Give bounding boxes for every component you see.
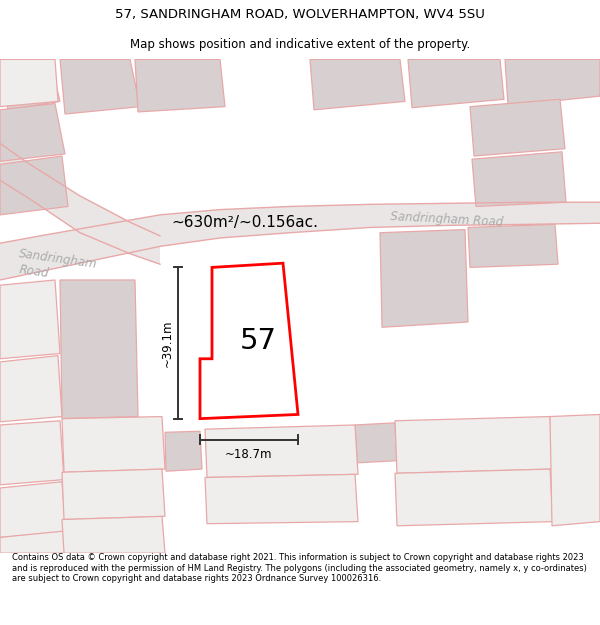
Polygon shape <box>0 482 66 538</box>
Text: ~39.1m: ~39.1m <box>161 319 173 367</box>
Text: Map shows position and indicative extent of the property.: Map shows position and indicative extent… <box>130 38 470 51</box>
Polygon shape <box>60 280 138 419</box>
Polygon shape <box>470 99 565 156</box>
Polygon shape <box>60 59 140 114</box>
Text: 57: 57 <box>239 327 277 355</box>
Text: ~630m²/~0.156ac.: ~630m²/~0.156ac. <box>172 215 319 230</box>
Polygon shape <box>0 156 68 215</box>
Polygon shape <box>0 531 68 553</box>
Text: Contains OS data © Crown copyright and database right 2021. This information is : Contains OS data © Crown copyright and d… <box>12 553 587 583</box>
Polygon shape <box>62 416 165 472</box>
Text: ~18.7m: ~18.7m <box>225 448 273 461</box>
Polygon shape <box>380 229 468 328</box>
Polygon shape <box>0 59 58 107</box>
Polygon shape <box>0 104 65 161</box>
Text: Sandringham Road: Sandringham Road <box>390 209 503 229</box>
Polygon shape <box>165 431 202 471</box>
Polygon shape <box>0 59 60 110</box>
Polygon shape <box>395 416 553 473</box>
Text: Road: Road <box>18 263 50 280</box>
Polygon shape <box>0 202 600 280</box>
Polygon shape <box>550 414 600 526</box>
Polygon shape <box>205 474 358 524</box>
Polygon shape <box>468 224 558 268</box>
Polygon shape <box>135 59 225 112</box>
Polygon shape <box>200 263 298 419</box>
Polygon shape <box>62 516 165 553</box>
Polygon shape <box>505 59 600 106</box>
Polygon shape <box>0 143 160 264</box>
Polygon shape <box>408 59 504 108</box>
Polygon shape <box>310 59 405 110</box>
Polygon shape <box>450 420 492 459</box>
Polygon shape <box>395 469 553 526</box>
Polygon shape <box>0 421 64 485</box>
Text: 57, SANDRINGHAM ROAD, WOLVERHAMPTON, WV4 5SU: 57, SANDRINGHAM ROAD, WOLVERHAMPTON, WV4… <box>115 8 485 21</box>
Text: Sandringham: Sandringham <box>18 247 98 271</box>
Polygon shape <box>205 425 358 478</box>
Polygon shape <box>62 469 165 519</box>
Polygon shape <box>0 280 60 359</box>
Polygon shape <box>0 356 62 422</box>
Polygon shape <box>355 423 397 462</box>
Polygon shape <box>472 152 566 206</box>
